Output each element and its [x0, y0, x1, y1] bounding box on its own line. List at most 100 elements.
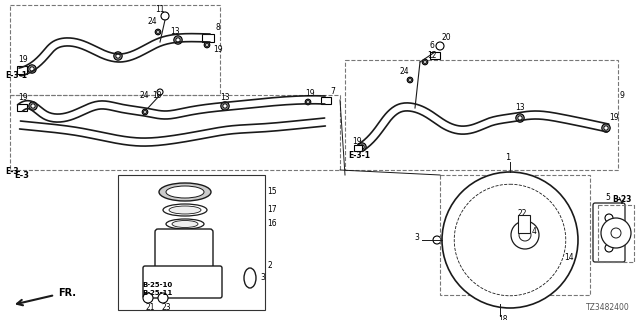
Text: 24: 24 [140, 92, 150, 100]
Text: 13: 13 [515, 103, 525, 113]
Text: E-3-1: E-3-1 [348, 150, 370, 159]
Bar [598, 205, 634, 262]
Ellipse shape [166, 219, 204, 229]
Circle shape [611, 228, 621, 238]
Text: 19: 19 [18, 55, 28, 65]
Text: 13: 13 [170, 28, 180, 36]
Text: 19: 19 [609, 114, 619, 123]
Text: 21: 21 [146, 303, 156, 313]
Circle shape [143, 111, 147, 113]
Circle shape [407, 77, 413, 83]
Text: 2: 2 [267, 260, 272, 269]
Circle shape [174, 36, 182, 44]
Text: 8: 8 [215, 23, 220, 33]
Ellipse shape [172, 220, 198, 228]
Ellipse shape [169, 206, 201, 214]
Bar [10, 95, 340, 170]
Circle shape [424, 60, 426, 63]
Circle shape [433, 236, 441, 244]
Circle shape [408, 79, 412, 81]
Text: E-3: E-3 [14, 171, 29, 180]
Circle shape [442, 172, 578, 308]
Circle shape [114, 52, 122, 60]
Text: 10: 10 [152, 91, 162, 100]
Bar [118, 175, 265, 310]
Text: 11: 11 [155, 5, 164, 14]
Bar [562, 246, 574, 254]
Circle shape [143, 293, 153, 303]
Circle shape [496, 296, 504, 304]
Circle shape [158, 293, 168, 303]
Ellipse shape [244, 268, 256, 288]
Text: 24: 24 [148, 18, 157, 27]
Text: 3: 3 [414, 233, 419, 242]
Bar [354, 145, 362, 151]
FancyBboxPatch shape [143, 266, 222, 298]
Circle shape [30, 67, 34, 71]
Text: 18: 18 [498, 316, 508, 320]
Text: E-3: E-3 [5, 167, 19, 177]
Text: 4: 4 [532, 228, 537, 236]
Text: 19: 19 [18, 92, 28, 101]
Circle shape [602, 124, 610, 132]
Text: 23: 23 [161, 303, 171, 313]
Text: 13: 13 [220, 92, 230, 101]
Text: TZ3482400: TZ3482400 [586, 303, 630, 312]
Circle shape [29, 102, 37, 110]
Text: 19: 19 [305, 89, 315, 98]
Text: E-3-1: E-3-1 [5, 70, 27, 79]
FancyBboxPatch shape [593, 203, 625, 262]
Text: 9: 9 [620, 91, 625, 100]
Circle shape [204, 42, 210, 48]
Text: B-23: B-23 [612, 196, 632, 204]
Text: 15: 15 [267, 188, 276, 196]
Text: FR.: FR. [58, 288, 76, 298]
Circle shape [205, 44, 209, 46]
Ellipse shape [163, 204, 207, 216]
Circle shape [604, 126, 608, 130]
Text: 5: 5 [605, 194, 611, 203]
Text: 19: 19 [213, 45, 223, 54]
Circle shape [605, 214, 613, 222]
Circle shape [223, 104, 227, 108]
Bar [202, 34, 214, 42]
Text: 12: 12 [427, 51, 436, 60]
Circle shape [307, 100, 309, 103]
Circle shape [358, 143, 366, 151]
Text: 1: 1 [506, 153, 511, 162]
Bar [17, 66, 27, 74]
Circle shape [176, 38, 180, 42]
Circle shape [519, 229, 531, 241]
Text: B-25-11: B-25-11 [142, 290, 172, 296]
Bar [430, 52, 440, 59]
Circle shape [142, 109, 148, 115]
Text: 7: 7 [330, 87, 335, 97]
Text: B-25-10: B-25-10 [142, 282, 172, 288]
Text: 24: 24 [400, 68, 410, 76]
Circle shape [518, 116, 522, 120]
Bar [440, 175, 590, 295]
Text: 3: 3 [260, 274, 265, 283]
Bar [10, 5, 220, 95]
Circle shape [511, 221, 539, 249]
Circle shape [157, 89, 163, 95]
Text: 22: 22 [518, 210, 527, 219]
Circle shape [422, 59, 428, 65]
Bar [17, 103, 27, 110]
Circle shape [28, 65, 36, 73]
FancyBboxPatch shape [155, 229, 213, 280]
Circle shape [116, 54, 120, 58]
Circle shape [436, 42, 444, 50]
Text: 17: 17 [267, 205, 276, 214]
Bar [345, 60, 618, 170]
Text: 16: 16 [267, 220, 276, 228]
Circle shape [305, 99, 311, 105]
Ellipse shape [166, 186, 204, 198]
Circle shape [155, 29, 161, 35]
Text: 6: 6 [430, 42, 435, 51]
Circle shape [221, 102, 229, 110]
Ellipse shape [159, 183, 211, 201]
Text: 19: 19 [352, 138, 362, 147]
Bar [518, 215, 530, 233]
Bar [321, 97, 331, 103]
